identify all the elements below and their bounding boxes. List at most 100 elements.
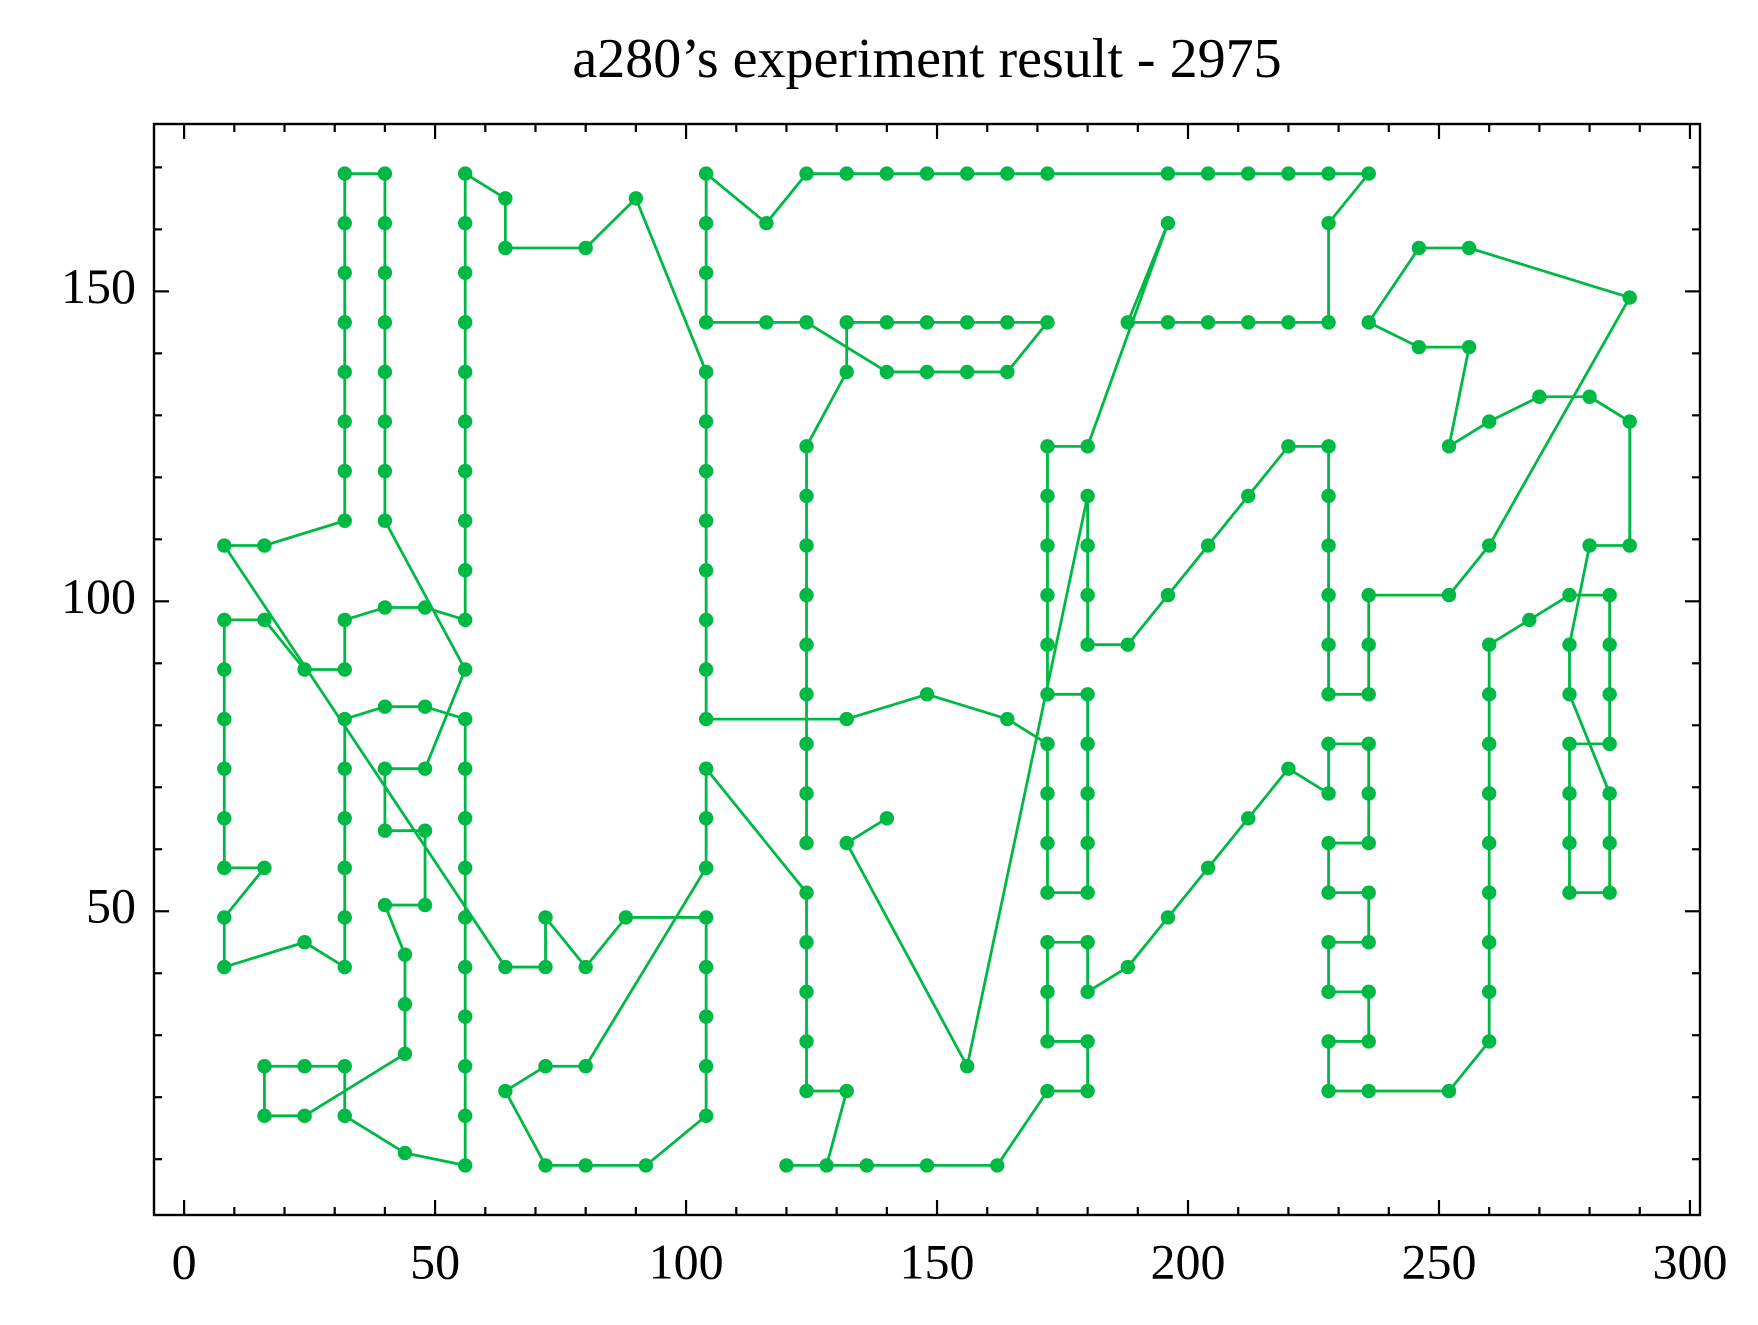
point <box>1321 315 1336 330</box>
point <box>799 885 814 900</box>
point <box>498 240 513 256</box>
point <box>1321 587 1336 603</box>
point <box>337 463 352 479</box>
point <box>578 959 593 975</box>
point <box>257 1059 272 1074</box>
point <box>377 897 393 913</box>
point <box>698 215 714 231</box>
point <box>1080 538 1095 553</box>
point <box>1481 414 1497 429</box>
point <box>458 1158 473 1173</box>
point <box>377 600 393 615</box>
point <box>1040 439 1055 454</box>
point <box>1040 587 1055 603</box>
point <box>217 811 232 826</box>
point <box>1120 315 1135 330</box>
point <box>337 959 352 975</box>
point <box>1562 587 1577 603</box>
point <box>698 811 714 826</box>
point <box>337 166 352 181</box>
point <box>1522 612 1537 628</box>
point <box>759 215 774 231</box>
point <box>990 1158 1005 1173</box>
point <box>1040 984 1055 1000</box>
point <box>1361 687 1376 702</box>
point <box>698 1108 714 1124</box>
point <box>919 315 935 330</box>
x-tick-label: 300 <box>1652 1233 1727 1289</box>
point <box>417 761 433 776</box>
point <box>217 959 232 975</box>
x-tick-label: 150 <box>900 1233 975 1289</box>
point <box>377 513 393 528</box>
point <box>1461 339 1477 355</box>
point <box>799 687 814 702</box>
point <box>458 166 473 181</box>
point <box>799 439 814 454</box>
point <box>458 761 473 776</box>
x-tick-label: 200 <box>1151 1233 1226 1289</box>
point <box>859 1158 874 1173</box>
point <box>1000 364 1015 380</box>
point <box>297 1059 312 1074</box>
point <box>1562 637 1577 652</box>
point <box>257 612 272 628</box>
point <box>1361 835 1376 851</box>
point <box>1200 860 1216 876</box>
point <box>377 166 393 181</box>
point <box>1562 885 1577 900</box>
point <box>799 835 814 851</box>
point <box>578 1158 593 1173</box>
point <box>1441 439 1457 454</box>
point <box>1321 215 1336 231</box>
point <box>458 1059 473 1074</box>
point <box>458 811 473 826</box>
point <box>458 563 473 578</box>
point <box>1080 984 1095 1000</box>
point <box>919 166 935 181</box>
point <box>698 662 714 677</box>
point <box>1481 736 1497 752</box>
point <box>1281 439 1296 454</box>
point <box>1281 761 1296 776</box>
point <box>1602 637 1617 652</box>
point <box>698 1009 714 1024</box>
plot-frame <box>152 122 1702 1217</box>
point <box>1241 811 1256 826</box>
point <box>919 364 935 380</box>
point <box>959 166 975 181</box>
point <box>337 662 352 677</box>
point <box>377 463 393 479</box>
point <box>1160 315 1176 330</box>
point <box>1080 736 1095 752</box>
point <box>337 761 352 776</box>
point <box>879 811 895 826</box>
point <box>1481 637 1497 652</box>
point <box>698 265 714 280</box>
point <box>217 761 232 776</box>
point <box>377 761 393 776</box>
point <box>397 947 413 962</box>
point <box>1602 736 1617 752</box>
point <box>1000 315 1015 330</box>
point <box>1080 687 1095 702</box>
point <box>458 612 473 628</box>
point <box>698 612 714 628</box>
point <box>1321 538 1336 553</box>
point <box>1241 166 1256 181</box>
point <box>1200 538 1216 553</box>
point <box>1321 786 1336 801</box>
point <box>839 166 854 181</box>
point <box>1040 488 1055 504</box>
point <box>799 1083 814 1099</box>
point <box>1040 885 1055 900</box>
point <box>618 910 634 925</box>
point <box>1562 687 1577 702</box>
point <box>1562 835 1577 851</box>
point <box>578 240 593 256</box>
point <box>337 215 352 231</box>
point <box>1481 538 1497 553</box>
point <box>628 191 644 206</box>
point <box>458 315 473 330</box>
